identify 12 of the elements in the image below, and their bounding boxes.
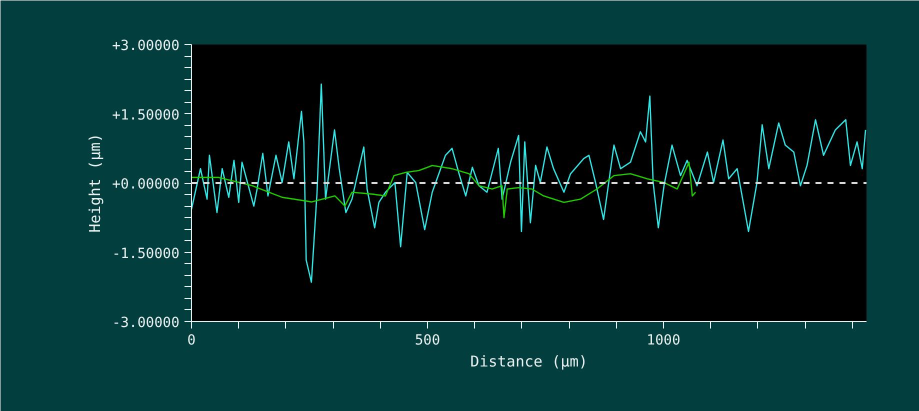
- line-series: [192, 84, 866, 283]
- y-tick-label: +0.00000: [112, 176, 180, 192]
- y-tick-label: +1.50000: [112, 107, 180, 124]
- y-tick-label: +3.00000: [112, 38, 180, 54]
- x-axis-title: Distance (µm): [470, 352, 588, 370]
- y-tick-label: -1.50000: [112, 246, 180, 262]
- x-tick-label: 1000: [646, 332, 680, 348]
- line-series: [192, 162, 696, 218]
- x-tick-label: 500: [414, 332, 440, 348]
- y-tick-label: -3.00000: [112, 315, 180, 331]
- y-axis-title: Height (µm): [86, 133, 104, 233]
- x-tick-label: 0: [187, 332, 196, 348]
